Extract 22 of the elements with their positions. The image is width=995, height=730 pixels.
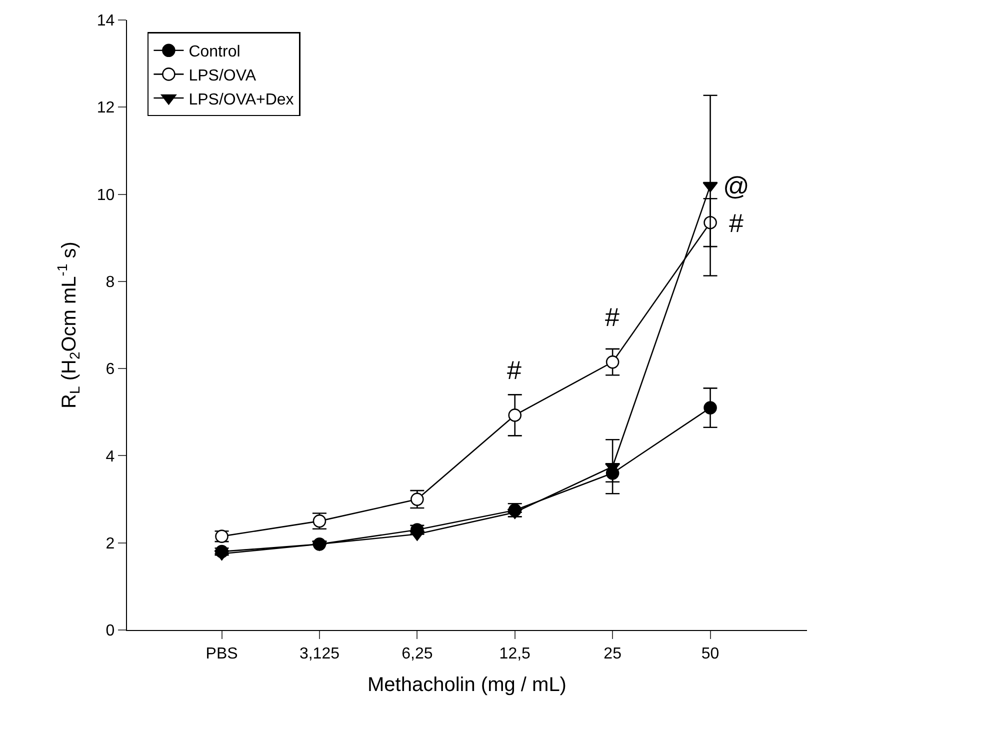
annotation: # [507, 355, 522, 385]
x-tick-label: 3,125 [299, 645, 340, 662]
x-tick-label: 50 [701, 645, 720, 662]
y-tick-label: 8 [106, 274, 115, 292]
annotation: # [605, 302, 620, 332]
annotation: # [729, 208, 744, 238]
x-tick-label: 25 [604, 645, 622, 662]
legend-label: Control [188, 44, 240, 61]
y-tick-label: 12 [96, 100, 115, 117]
x-tick-label: PBS [206, 645, 238, 662]
x-tick-label: 12,5 [499, 645, 531, 662]
y-tick-label: 0 [106, 622, 115, 640]
y-tick-label: 10 [96, 186, 115, 204]
legend-label: LPS/OVA+Dex [188, 91, 294, 108]
y-tick-label: 4 [106, 448, 115, 466]
y-tick-label: 14 [96, 12, 115, 30]
legend-label: LPS/OVA [188, 67, 256, 84]
annotation: @ [723, 171, 750, 201]
x-axis-title: Methacholin (mg / mL) [368, 674, 566, 696]
x-tick-label: 6,25 [402, 645, 433, 662]
y-tick-label: 6 [106, 361, 115, 378]
y-tick-label: 2 [106, 535, 115, 552]
